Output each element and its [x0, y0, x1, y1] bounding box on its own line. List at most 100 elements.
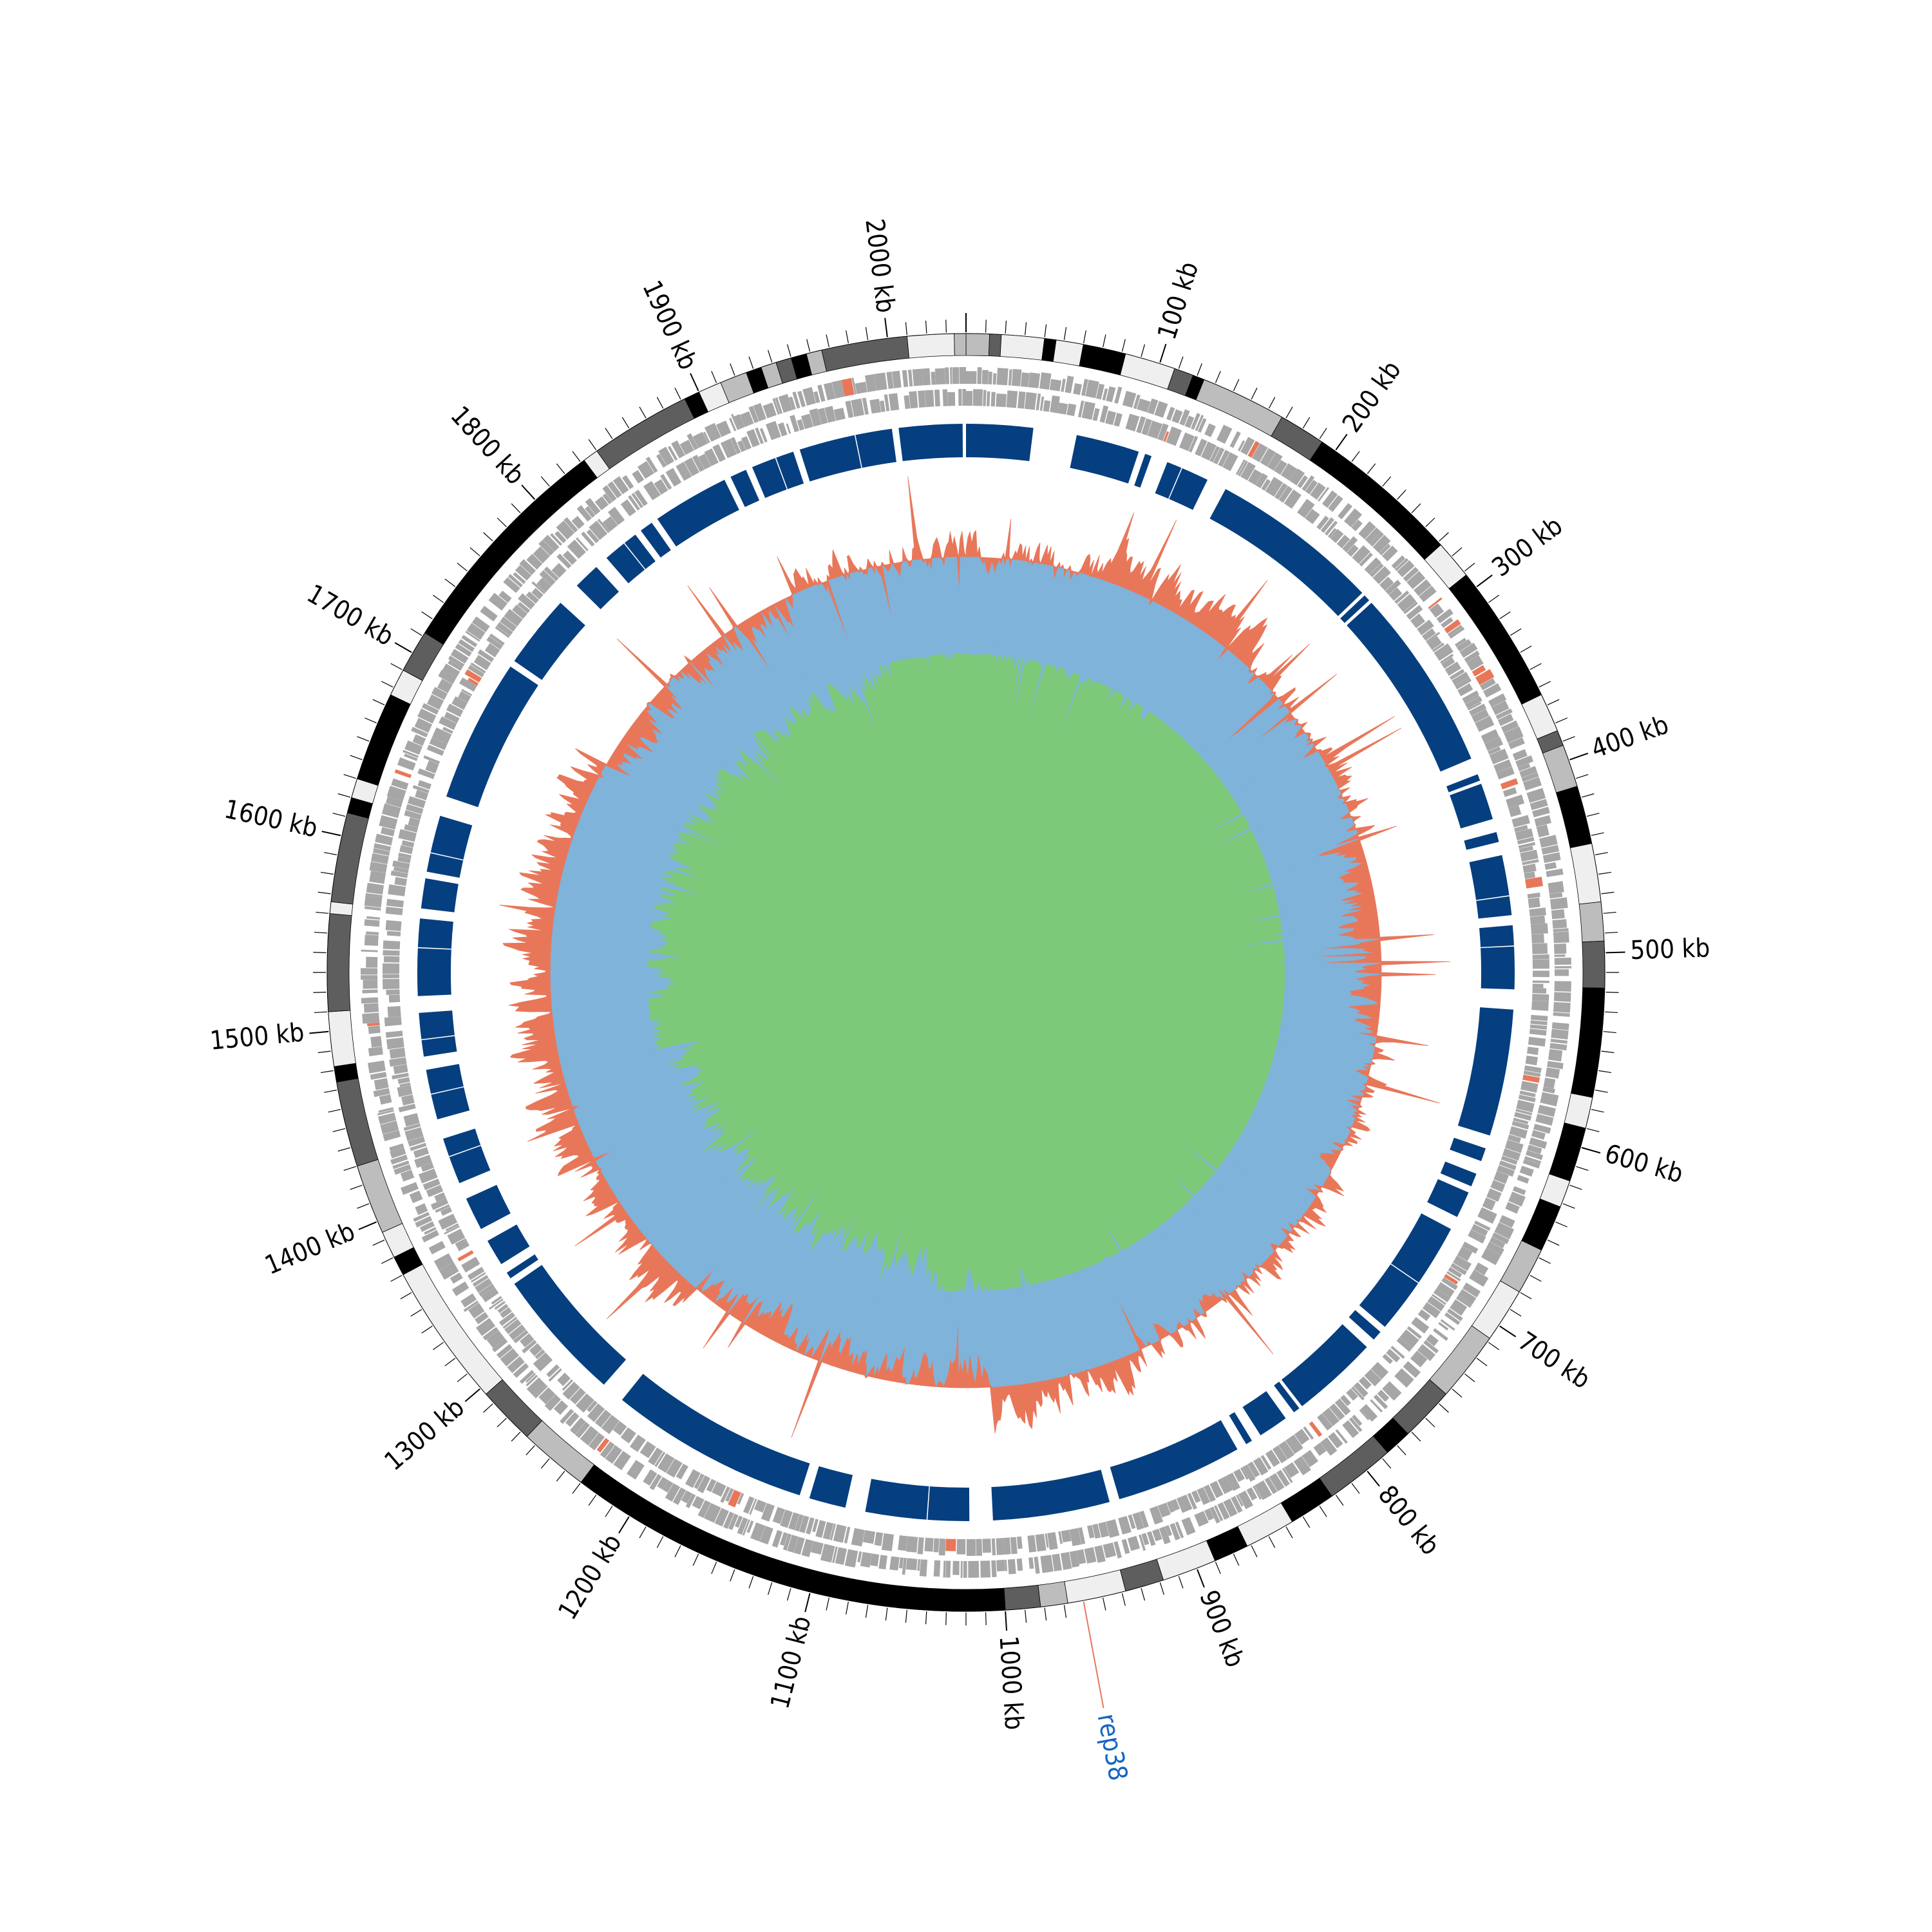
gene-feature [1493, 759, 1512, 773]
gene-feature [1530, 1014, 1548, 1021]
gene-feature [418, 1168, 438, 1184]
minor-tick [497, 1417, 507, 1428]
gene-feature [1446, 1271, 1461, 1282]
minor-tick [1044, 324, 1047, 337]
gene-feature [1429, 603, 1444, 618]
alignment-block [1427, 1179, 1469, 1217]
tick-label: 1200 kb [553, 1529, 627, 1625]
gene-feature [1092, 408, 1100, 421]
gene-feature [1058, 1531, 1063, 1544]
gene-feature [1440, 654, 1454, 664]
gene-feature [1282, 1468, 1293, 1483]
gene-feature [362, 989, 378, 994]
minor-tick [1197, 363, 1202, 376]
contig-segment [327, 913, 352, 1012]
gene-feature [746, 429, 760, 448]
minor-tick [483, 1403, 493, 1413]
gene-feature [991, 1538, 996, 1556]
gene-feature [423, 755, 440, 764]
minor-tick [1569, 1184, 1582, 1190]
gene-feature [1103, 1542, 1117, 1558]
gene-feature [562, 1381, 580, 1400]
gene-feature [743, 1496, 755, 1514]
gene-feature [1217, 424, 1233, 444]
gene-feature [1238, 460, 1248, 477]
gene-feature [1532, 959, 1549, 969]
gene-feature [1545, 1067, 1560, 1079]
alignment-block [1134, 453, 1152, 488]
minor-tick [865, 327, 869, 340]
gene-feature [950, 367, 952, 384]
gene-feature [1432, 642, 1445, 652]
gene-feature [1530, 799, 1548, 811]
gene-feature [495, 626, 510, 638]
gene-feature [1261, 478, 1271, 491]
gene-feature [569, 1417, 586, 1435]
gene-feature [440, 1206, 453, 1216]
gene-feature [1417, 1344, 1435, 1361]
gene-feature [464, 669, 482, 683]
gene-feature [491, 1296, 502, 1305]
gene-feature [983, 390, 987, 406]
gene-feature [996, 1560, 1005, 1571]
gene-feature [1499, 1160, 1517, 1171]
gene-feature [1335, 1429, 1348, 1444]
minor-tick [1476, 1358, 1488, 1367]
gene-feature [589, 1432, 605, 1451]
gene-feature [1359, 1409, 1370, 1421]
minor-tick [1530, 1274, 1542, 1282]
gene-feature [1410, 613, 1426, 629]
gene-feature [1358, 1376, 1372, 1390]
gene-feature [554, 531, 567, 544]
contig-segment [1578, 901, 1605, 943]
alignment-block [506, 1254, 538, 1278]
minor-tick [1233, 379, 1240, 392]
gene-feature [820, 1544, 835, 1563]
gene-feature [1382, 1354, 1393, 1365]
gene-feature [692, 1495, 705, 1510]
gene-feature [697, 1475, 711, 1493]
minor-tick [826, 1597, 829, 1611]
minor-tick [1411, 503, 1421, 513]
minor-tick [1215, 1562, 1221, 1575]
minor-tick [711, 370, 717, 383]
major-tick [884, 317, 888, 337]
gene-feature [526, 591, 539, 604]
gene-feature [1496, 766, 1515, 780]
gene-feature [1497, 714, 1514, 726]
gene-feature [1489, 1236, 1506, 1249]
minor-tick [1285, 1526, 1293, 1539]
gene-feature [1554, 969, 1569, 976]
gene-feature [772, 398, 780, 415]
gene-feature [1017, 391, 1026, 409]
alignment-block [1347, 603, 1472, 772]
minor-tick [826, 334, 829, 348]
gene-feature [1528, 897, 1540, 909]
gene-feature [632, 469, 645, 484]
gene-feature [1303, 1426, 1314, 1440]
gene-feature [778, 393, 793, 413]
gene-feature [1546, 868, 1564, 878]
gene-feature [1049, 379, 1062, 392]
gene-feature [413, 1211, 430, 1222]
gene-feature [504, 609, 523, 627]
gene-feature [1218, 450, 1230, 468]
gene-feature [1513, 1117, 1529, 1124]
gene-feature [687, 433, 699, 451]
gene-feature [1373, 1394, 1388, 1410]
gene-feature [1113, 413, 1122, 427]
alignment-block [576, 567, 620, 610]
gene-feature [1222, 452, 1238, 471]
gene-feature [367, 1022, 380, 1027]
gene-feature [415, 1203, 428, 1215]
gene-feature [548, 1368, 562, 1382]
gene-feature [1197, 418, 1207, 433]
gene-feature [451, 1281, 469, 1296]
alignment-block [1464, 832, 1499, 850]
minor-tick [1121, 1593, 1126, 1606]
minor-tick [1159, 1582, 1164, 1595]
gene-feature [389, 1143, 404, 1152]
gene-feature [933, 1538, 940, 1553]
minor-tick [350, 1184, 363, 1190]
gene-feature [503, 577, 520, 593]
